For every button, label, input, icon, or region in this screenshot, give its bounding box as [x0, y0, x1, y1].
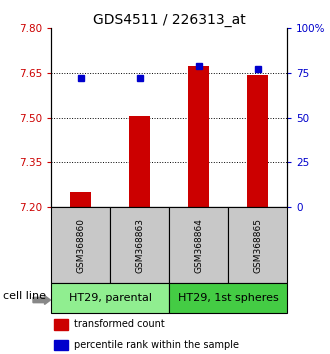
- Text: HT29, parental: HT29, parental: [69, 293, 152, 303]
- Bar: [70, 192, 91, 207]
- Bar: [51, 207, 110, 283]
- Text: percentile rank within the sample: percentile rank within the sample: [74, 339, 239, 350]
- Bar: [169, 207, 228, 283]
- Bar: [54, 340, 68, 350]
- Bar: [169, 283, 287, 313]
- Title: GDS4511 / 226313_at: GDS4511 / 226313_at: [93, 13, 246, 27]
- Text: GSM368865: GSM368865: [253, 218, 262, 273]
- Bar: [247, 74, 268, 207]
- Bar: [228, 207, 287, 283]
- Bar: [54, 319, 68, 330]
- Text: GSM368860: GSM368860: [76, 218, 85, 273]
- Bar: [110, 207, 169, 283]
- Text: transformed count: transformed count: [74, 319, 165, 329]
- Text: cell line: cell line: [3, 291, 46, 302]
- Text: GSM368863: GSM368863: [135, 218, 144, 273]
- Bar: [51, 283, 169, 313]
- Bar: [188, 65, 209, 207]
- Text: HT29, 1st spheres: HT29, 1st spheres: [178, 293, 279, 303]
- Bar: [129, 116, 150, 207]
- Text: GSM368864: GSM368864: [194, 218, 203, 273]
